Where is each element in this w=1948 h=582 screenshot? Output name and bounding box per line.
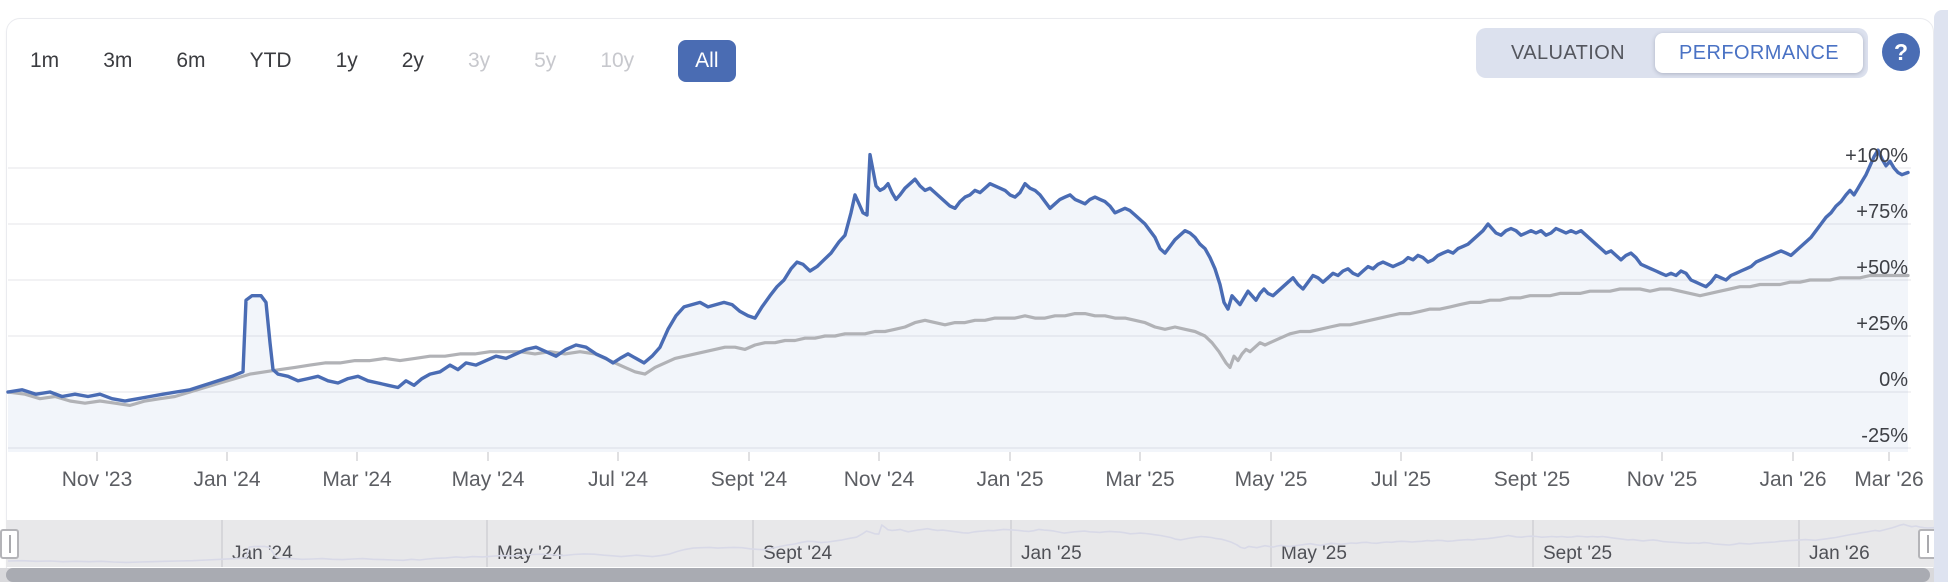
range-all[interactable]: All bbox=[678, 40, 736, 82]
svg-text:+75%: +75% bbox=[1856, 201, 1908, 223]
svg-text:Sept '25: Sept '25 bbox=[1494, 468, 1570, 491]
range-3m[interactable]: 3m bbox=[103, 49, 133, 72]
range-1y[interactable]: 1y bbox=[335, 49, 358, 72]
svg-text:Nov '23: Nov '23 bbox=[62, 468, 133, 491]
svg-text:Nov '24: Nov '24 bbox=[844, 468, 915, 491]
svg-text:0%: 0% bbox=[1879, 369, 1908, 391]
range-selector: 1m 3m 6m YTD 1y 2y 3y 5y 10y All bbox=[30, 40, 736, 82]
svg-text:May '24: May '24 bbox=[452, 468, 525, 491]
adjacent-panel-edge bbox=[1934, 10, 1948, 582]
svg-text:Sept '24: Sept '24 bbox=[763, 543, 833, 564]
svg-text:Jan '25: Jan '25 bbox=[976, 468, 1043, 491]
svg-text:Mar '24: Mar '24 bbox=[322, 468, 392, 491]
svg-text:Jan '26: Jan '26 bbox=[1759, 468, 1826, 491]
navigator-mini-chart: Jan '24 May '24 Sept '24 Jan '25 May '25 Sept… bbox=[7, 520, 1935, 567]
range-ytd[interactable]: YTD bbox=[249, 49, 292, 72]
svg-text:May '24: May '24 bbox=[497, 543, 563, 564]
help-button[interactable]: ? bbox=[1882, 33, 1920, 71]
svg-text:Jan '25: Jan '25 bbox=[1021, 543, 1082, 564]
svg-text:Mar '26: Mar '26 bbox=[1854, 468, 1923, 491]
svg-text:Jul '25: Jul '25 bbox=[1371, 468, 1431, 491]
svg-text:+25%: +25% bbox=[1856, 313, 1908, 335]
scrollbar-thumb[interactable] bbox=[6, 568, 1930, 582]
svg-text:+50%: +50% bbox=[1856, 257, 1908, 279]
navigator-left-handle[interactable] bbox=[0, 529, 19, 559]
svg-text:+100%: +100% bbox=[1845, 145, 1908, 167]
view-toggle: VALUATION PERFORMANCE bbox=[1476, 28, 1868, 78]
svg-text:May '25: May '25 bbox=[1235, 468, 1308, 491]
chart-card bbox=[6, 18, 1934, 582]
svg-text:Jan '26: Jan '26 bbox=[1809, 543, 1870, 564]
svg-text:Jul '24: Jul '24 bbox=[588, 468, 648, 491]
svg-text:Jan '24: Jan '24 bbox=[193, 468, 260, 491]
range-10y[interactable]: 10y bbox=[600, 49, 635, 72]
range-2y[interactable]: 2y bbox=[401, 49, 424, 72]
svg-text:May '25: May '25 bbox=[1281, 543, 1347, 564]
svg-text:Jan '24: Jan '24 bbox=[232, 543, 293, 564]
svg-text:Sept '24: Sept '24 bbox=[711, 468, 788, 491]
range-6m[interactable]: 6m bbox=[176, 49, 206, 72]
tab-valuation[interactable]: VALUATION bbox=[1511, 41, 1626, 64]
tab-performance[interactable]: PERFORMANCE bbox=[1655, 33, 1863, 73]
range-1m[interactable]: 1m bbox=[30, 49, 60, 72]
svg-text:-25%: -25% bbox=[1861, 425, 1908, 447]
range-3y[interactable]: 3y bbox=[467, 49, 491, 72]
horizontal-scrollbar[interactable] bbox=[0, 568, 1934, 582]
svg-text:Mar '25: Mar '25 bbox=[1105, 468, 1174, 491]
range-5y[interactable]: 5y bbox=[534, 49, 557, 72]
question-mark-icon: ? bbox=[1893, 38, 1909, 65]
svg-text:Sept '25: Sept '25 bbox=[1543, 543, 1612, 564]
svg-text:Nov '25: Nov '25 bbox=[1627, 468, 1698, 491]
navigator[interactable]: Jan '24 May '24 Sept '24 Jan '25 May '25 Sept… bbox=[0, 520, 1937, 567]
